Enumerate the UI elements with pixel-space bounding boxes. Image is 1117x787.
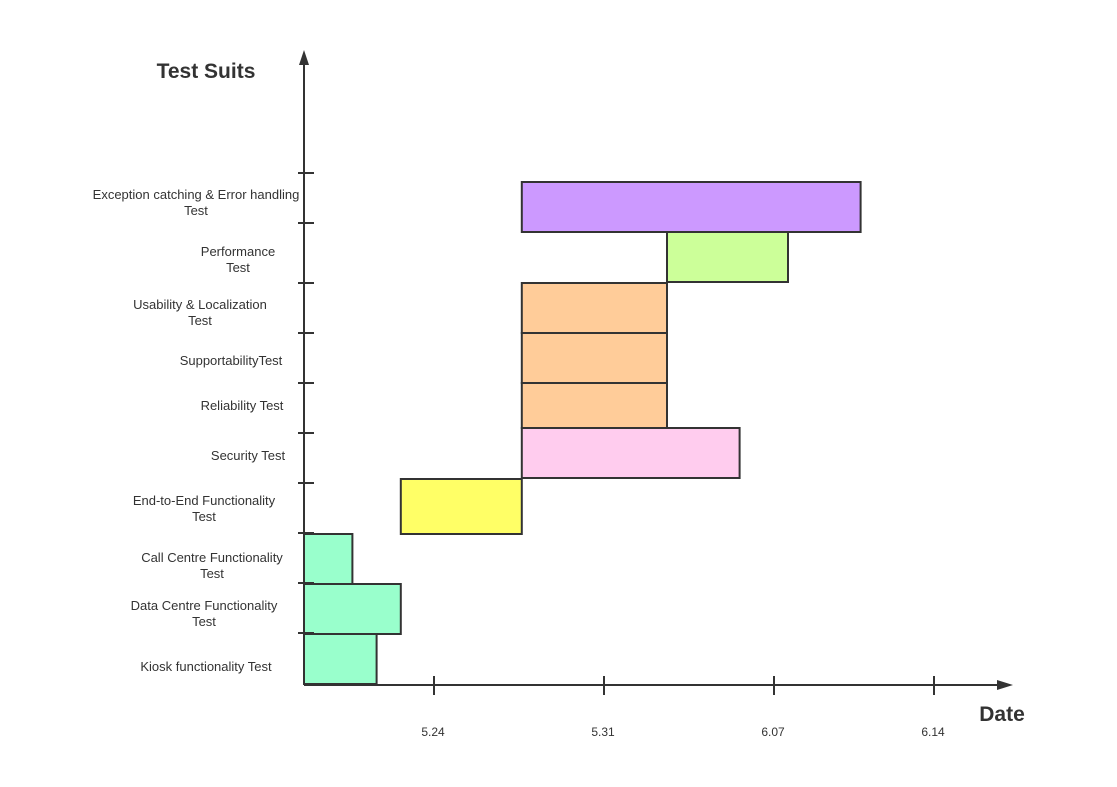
category-label: Usability & Localization Test xyxy=(133,297,267,328)
x-axis-title: Date xyxy=(979,703,1025,726)
gantt-bar xyxy=(303,533,354,585)
category-label: Call Centre Functionality Test xyxy=(141,550,283,581)
category-label: Security Test xyxy=(211,448,286,463)
x-axis-arrow xyxy=(997,680,1013,690)
gantt-bar xyxy=(520,382,668,429)
category-label: Reliability Test xyxy=(201,398,284,413)
category-label: Performance Test xyxy=(201,244,275,275)
x-tick-label: 6.14 xyxy=(921,725,945,739)
y-axis-arrow xyxy=(299,50,309,65)
category-label: Exception catching & Error handling Test xyxy=(93,187,300,218)
x-ticks: 5.24 5.31 6.07 6.14 xyxy=(421,676,945,739)
gantt-bar xyxy=(399,478,523,535)
y-ticks xyxy=(298,172,314,634)
y-axis-title: Test Suits xyxy=(157,60,256,83)
gantt-bar xyxy=(520,427,741,479)
x-tick-label: 5.31 xyxy=(591,725,615,739)
category-label: Data Centre Functionality Test xyxy=(131,598,278,629)
category-label: Kiosk functionality Test xyxy=(140,659,272,674)
gantt-bar xyxy=(666,231,789,283)
x-tick-label: 5.24 xyxy=(421,725,445,739)
gantt-bar xyxy=(520,332,668,384)
gantt-bar xyxy=(520,181,862,233)
category-label: End-to-End Functionality Test xyxy=(133,493,276,524)
gantt-bar xyxy=(520,282,668,334)
gantt-bar xyxy=(303,583,402,635)
gantt-bar xyxy=(303,633,378,685)
x-tick-label: 6.07 xyxy=(761,725,785,739)
bar-group xyxy=(303,181,862,685)
category-labels: Exception catching & Error handling Test P… xyxy=(93,187,300,674)
category-label: SupportabilityTest xyxy=(180,353,283,368)
